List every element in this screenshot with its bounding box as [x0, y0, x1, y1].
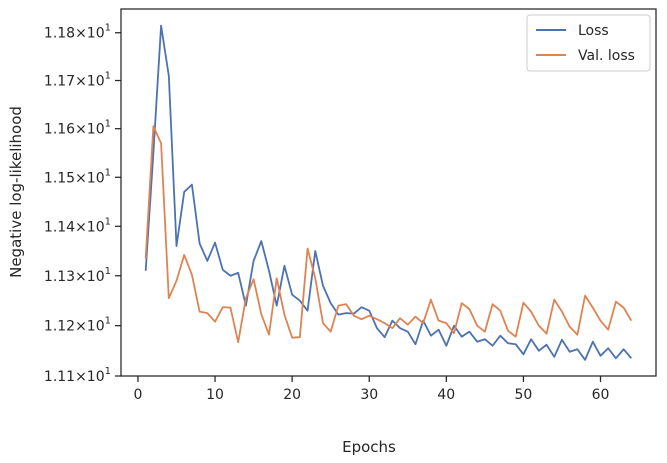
y-tick-label: 1.13×101 [44, 266, 111, 285]
x-tick-label: 10 [206, 387, 224, 403]
y-tick-label: 1.17×101 [44, 71, 111, 90]
x-tick-label: 40 [437, 387, 455, 403]
x-tick-label: 30 [360, 387, 378, 403]
y-tick-label: 1.12×101 [44, 316, 111, 335]
x-axis-label: Epochs [342, 438, 396, 456]
x-tick-label: 20 [283, 387, 301, 403]
y-tick-label: 1.14×101 [44, 216, 111, 235]
y-tick-label: 1.16×101 [44, 119, 111, 138]
axes-frame [120, 8, 657, 377]
y-ticks: 1.11×101 1.12×101 1.13×101 1.14×101 1.15×101… [44, 23, 121, 385]
y-tick-label: 1.18×101 [44, 23, 111, 42]
x-tick-label: 0 [133, 387, 142, 403]
legend: Loss Val. loss [526, 14, 651, 72]
series-line-val-loss [144, 125, 633, 344]
series-line-loss [144, 24, 633, 361]
legend-label-loss: Loss [578, 23, 609, 39]
series-layer [144, 24, 633, 361]
x-tick-label: 50 [514, 387, 532, 403]
y-tick-label: 1.15×101 [44, 167, 111, 186]
y-axis-label: Negative log-likelihood [7, 106, 25, 278]
legend-label-val-loss: Val. loss [578, 48, 635, 64]
y-tick-label: 1.11×101 [44, 366, 111, 385]
x-tick-label: 60 [592, 387, 610, 403]
x-ticks: 0 10 20 30 40 50 60 [133, 376, 609, 403]
